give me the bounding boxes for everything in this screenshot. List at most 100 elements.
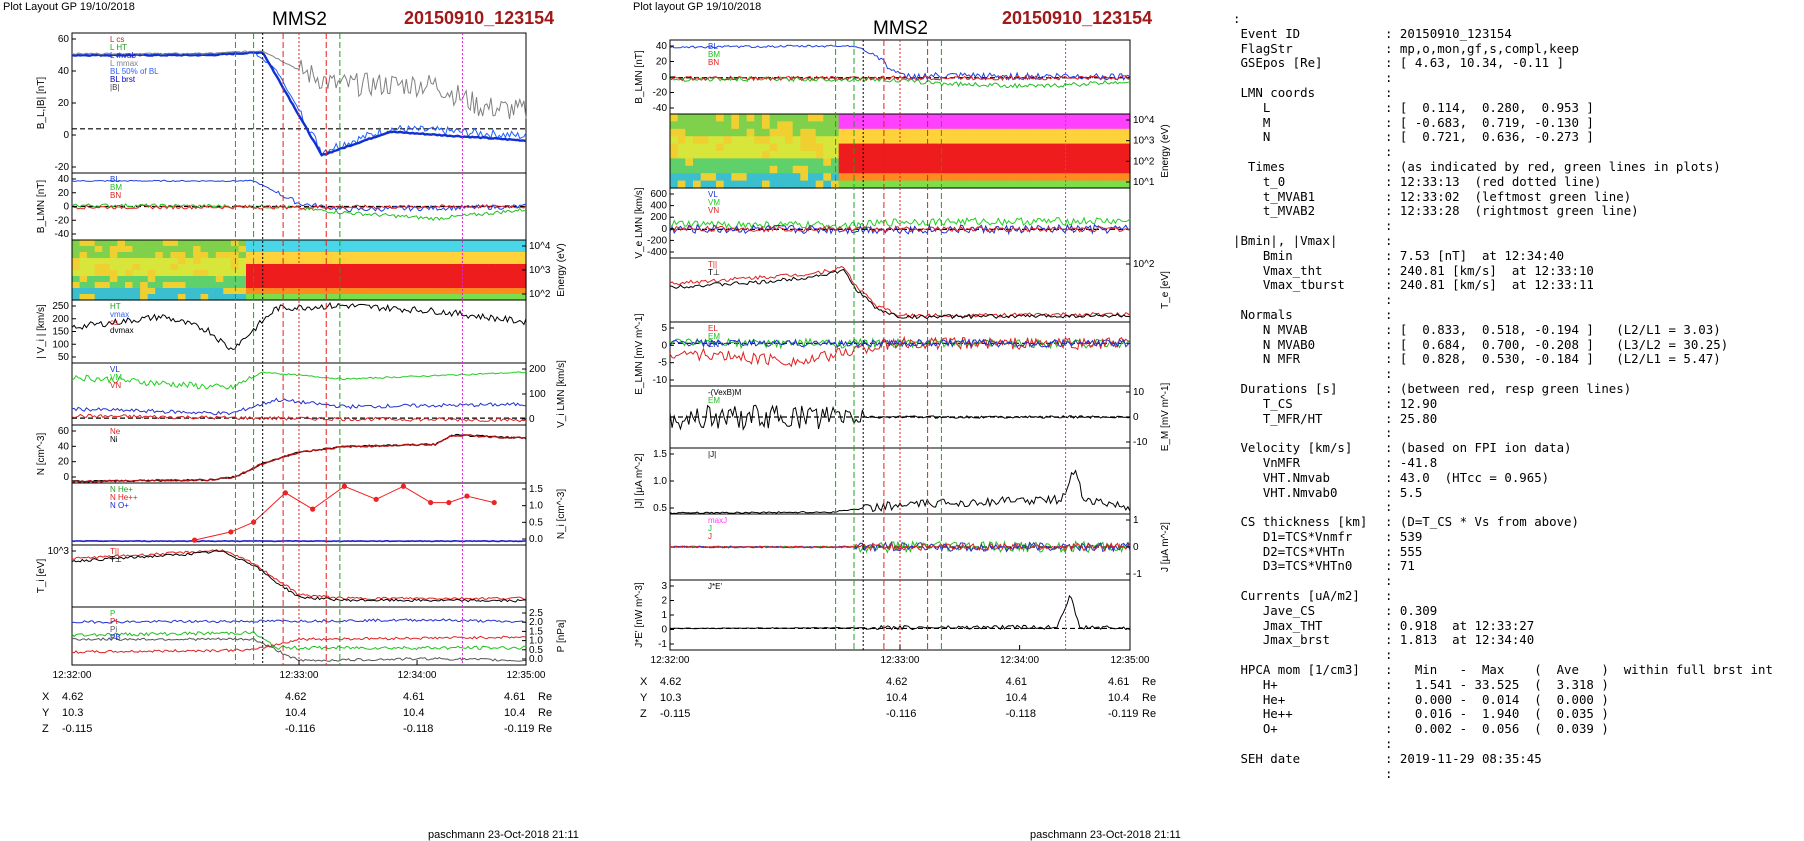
info-value: : 1.813 at 12:34:40	[1385, 632, 1535, 648]
spectrogram-cell	[1114, 128, 1123, 137]
legend-entry: L HT	[110, 43, 127, 52]
spectrogram-cell	[177, 246, 187, 253]
spectrogram-cell	[253, 276, 262, 283]
spectrogram-cell	[261, 282, 270, 289]
position-axis-label: Y	[42, 707, 50, 719]
spectrogram-cell	[276, 282, 285, 289]
spectrogram-cell	[140, 282, 149, 289]
info-label	[1233, 426, 1385, 441]
spectrogram-cell	[685, 165, 694, 174]
spectrogram-cell	[1084, 121, 1093, 130]
spectrogram-cell	[177, 252, 187, 259]
spectrogram-cell	[808, 121, 817, 130]
spectrogram-cell	[1091, 121, 1100, 130]
spectrogram-cell	[389, 246, 398, 253]
position-value: 10.4	[886, 692, 908, 704]
spectrogram-cell	[185, 252, 194, 259]
spectrogram-cell	[208, 246, 217, 253]
panel-frame	[71, 606, 527, 666]
spectrogram-cell	[268, 264, 277, 271]
tick-label: 200	[529, 364, 546, 375]
spectrogram-cell	[162, 252, 171, 259]
spectrogram-cell	[132, 246, 141, 253]
spectrogram-cell	[253, 288, 262, 295]
tick-label: 0	[529, 414, 535, 425]
info-line: N MVAB0: [ 0.684, 0.700, -0.208 ] (L3/L2…	[1233, 337, 1773, 353]
spectrogram-cell	[838, 114, 847, 122]
spectrogram-cell	[329, 288, 338, 295]
spectrogram-cell	[1030, 121, 1039, 130]
series-line	[71, 549, 527, 601]
tick-label: 0	[1133, 542, 1139, 553]
spectrogram-cell	[72, 270, 81, 277]
spectrogram-cell	[87, 264, 96, 271]
info-label: VnMFR	[1233, 454, 1301, 470]
info-value: : 5.5	[1385, 484, 1423, 500]
spectrogram-cell	[72, 252, 81, 259]
spectrogram-cell	[969, 165, 978, 174]
spectrogram-cell	[238, 246, 247, 253]
spectrogram-cell	[94, 240, 103, 247]
spectrogram-cell	[299, 282, 308, 289]
spectrogram-cell	[976, 151, 985, 159]
spectrogram-cell	[177, 240, 187, 247]
spectrogram-cell	[677, 165, 686, 174]
spectrogram-cell	[739, 180, 748, 189]
spectrogram-cell	[518, 264, 527, 271]
spectrogram-cell	[359, 288, 368, 295]
spectrogram-cell	[200, 264, 209, 271]
axis-label: T_e [eV]	[1160, 271, 1171, 309]
spectrogram-cell	[938, 173, 947, 182]
info-label	[1233, 219, 1385, 234]
info-value: :	[1385, 366, 1393, 382]
spectrogram-cell	[336, 258, 345, 265]
spectrogram-cell	[1076, 158, 1085, 167]
tick-label: 400	[650, 201, 667, 212]
info-label: N MVAB	[1233, 321, 1308, 337]
spectrogram-cell	[314, 276, 323, 283]
spectrogram-cell	[427, 288, 436, 295]
spectrogram-cell	[185, 270, 194, 277]
info-label: CS thickness [km]	[1233, 514, 1368, 530]
series-line	[669, 265, 1131, 318]
spectrogram-cell	[1107, 128, 1116, 137]
spectrogram-cell	[412, 258, 421, 265]
spectrogram-cell	[831, 151, 840, 159]
spectrogram-cell	[155, 270, 164, 277]
spectrogram-cell	[132, 294, 141, 301]
info-line: :	[1233, 292, 1773, 308]
spectrogram-cell	[72, 294, 81, 301]
spectrogram-cell	[1084, 158, 1093, 167]
info-line: VnMFR: -41.8	[1233, 454, 1773, 471]
info-line: N MVAB: [ 0.833, 0.518, -0.194 ] (L2/L1 …	[1233, 321, 1773, 338]
spectrogram-cell	[268, 246, 277, 253]
spectrogram-cell	[1061, 143, 1070, 152]
spectrogram-cell	[754, 151, 763, 159]
position-value: 4.61	[504, 691, 526, 703]
spectrogram-cell	[800, 158, 809, 167]
spectrogram-cell	[503, 252, 512, 259]
spectrogram-cell	[87, 288, 96, 295]
spectrogram-cell	[420, 276, 429, 283]
spectrogram-cell	[435, 246, 444, 253]
spectrogram-cell	[1022, 151, 1031, 159]
info-value: :	[1385, 425, 1393, 441]
info-label: Vmax_tburst	[1233, 277, 1345, 293]
spectrogram-cell	[716, 121, 725, 130]
tick-label: 3	[661, 581, 667, 592]
spectrogram-cell	[344, 264, 353, 271]
spectrogram-cell	[276, 246, 285, 253]
spectrogram-cell	[268, 252, 277, 259]
spectrogram-cell	[723, 136, 732, 145]
spectrogram-cell	[412, 252, 421, 259]
axis-label: |J| [μA m^-2]	[634, 453, 645, 508]
spectrogram-cell	[762, 136, 771, 145]
spectrogram-cell	[800, 114, 809, 122]
spectrogram-cell	[823, 173, 832, 182]
spectrogram-cell	[915, 180, 924, 189]
spectrogram-cell	[969, 143, 978, 152]
spectrogram-cell	[716, 114, 725, 122]
spectrogram-cell	[465, 276, 474, 283]
spectrogram-cell	[427, 282, 436, 289]
spectrogram-cell	[200, 258, 209, 265]
